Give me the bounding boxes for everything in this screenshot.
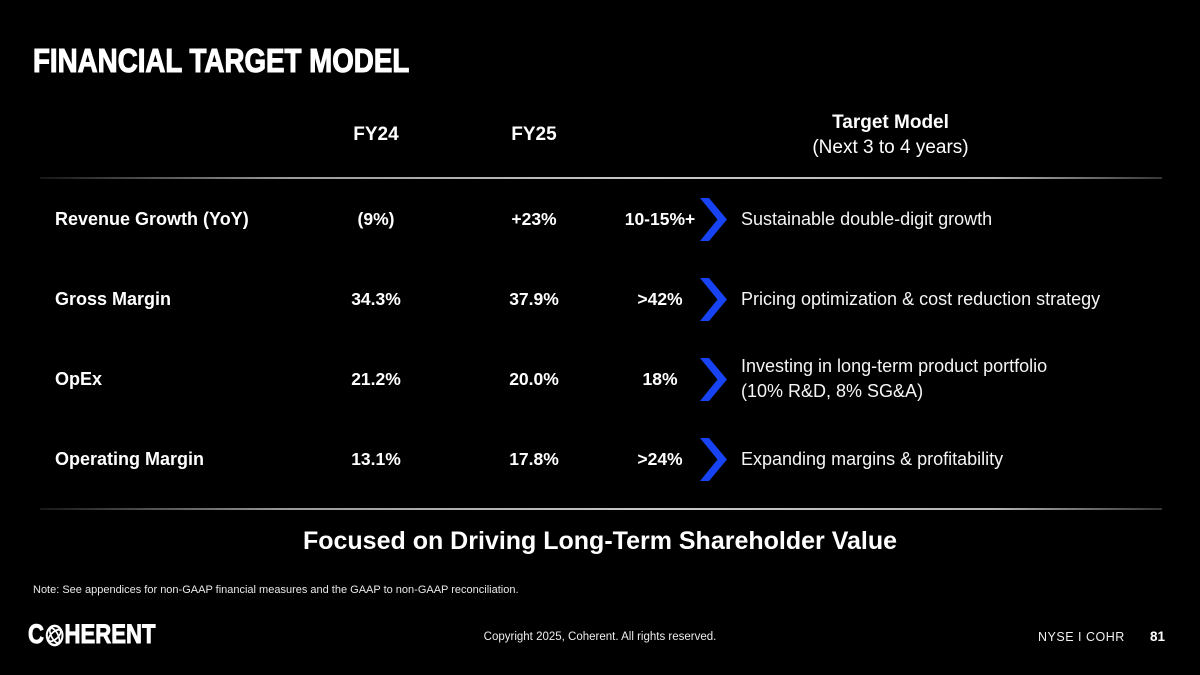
table-row-gross-margin: Gross Margin 34.3% 37.9% >42% Pricing op… — [0, 259, 1200, 339]
column-header-fy24: FY24 — [353, 124, 399, 145]
logo-text-suffix: HERENT — [64, 619, 156, 650]
footnote: Note: See appendices for non-GAAP financ… — [33, 584, 519, 596]
stock-ticker: NYSE I COHR — [1038, 630, 1125, 644]
copyright-text: Copyright 2025, Coherent. All rights res… — [483, 631, 717, 643]
fy25-value: 17.8% — [509, 448, 559, 469]
orbit-globe-icon — [45, 624, 64, 647]
fy25-value: 37.9% — [509, 288, 559, 309]
row-label: OpEx — [55, 368, 103, 389]
fy25-value: +23% — [511, 208, 557, 229]
row-description: Sustainable double-digit growth — [741, 208, 993, 229]
page-number: 81 — [1150, 629, 1166, 644]
chevron-right-icon — [700, 357, 727, 401]
table-body: Revenue Growth (YoY) (9%) +23% 10-15%+ S… — [0, 179, 1200, 499]
row-description: Expanding margins & profitability — [741, 448, 1004, 469]
fy24-value: (9%) — [357, 208, 395, 229]
divider-top — [40, 177, 1162, 179]
target-value: 10-15%+ — [624, 208, 696, 229]
target-value: >42% — [637, 288, 683, 309]
summary-statement: Focused on Driving Long-Term Shareholder… — [302, 527, 898, 555]
column-header-target-model: Target Model (Next 3 to 4 years) — [621, 110, 1160, 160]
table-header: FY24 FY25 Target Model (Next 3 to 4 year… — [0, 100, 1200, 170]
slide-title: FINANCIAL TARGET MODEL — [33, 41, 410, 79]
logo-text-prefix: C — [28, 619, 45, 650]
target-model-label: Target Model — [832, 112, 949, 133]
table-row-revenue-growth: Revenue Growth (YoY) (9%) +23% 10-15%+ S… — [0, 179, 1200, 259]
divider-bottom — [40, 508, 1162, 510]
target-value: >24% — [637, 448, 683, 469]
row-label: Operating Margin — [55, 448, 205, 469]
table-row-opex: OpEx 21.2% 20.0% 18% Investing in long-t… — [0, 339, 1200, 419]
row-description: Investing in long-term product portfolio… — [741, 356, 1048, 401]
row-description: Pricing optimization & cost reduction st… — [741, 288, 1101, 309]
chevron-right-icon — [700, 197, 727, 241]
chevron-right-icon — [700, 437, 727, 481]
fy24-value: 13.1% — [351, 448, 401, 469]
column-header-fy25: FY25 — [511, 124, 557, 145]
coherent-logo: C HERENT — [28, 619, 156, 650]
row-label: Gross Margin — [55, 288, 172, 309]
row-label: Revenue Growth (YoY) — [55, 208, 249, 229]
fy24-value: 21.2% — [351, 368, 401, 389]
fy25-value: 20.0% — [509, 368, 559, 389]
target-model-sublabel: (Next 3 to 4 years) — [812, 137, 969, 158]
chevron-right-icon — [700, 277, 727, 321]
target-value: 18% — [642, 368, 678, 389]
table-row-operating-margin: Operating Margin 13.1% 17.8% >24% Expand… — [0, 419, 1200, 499]
fy24-value: 34.3% — [351, 288, 401, 309]
